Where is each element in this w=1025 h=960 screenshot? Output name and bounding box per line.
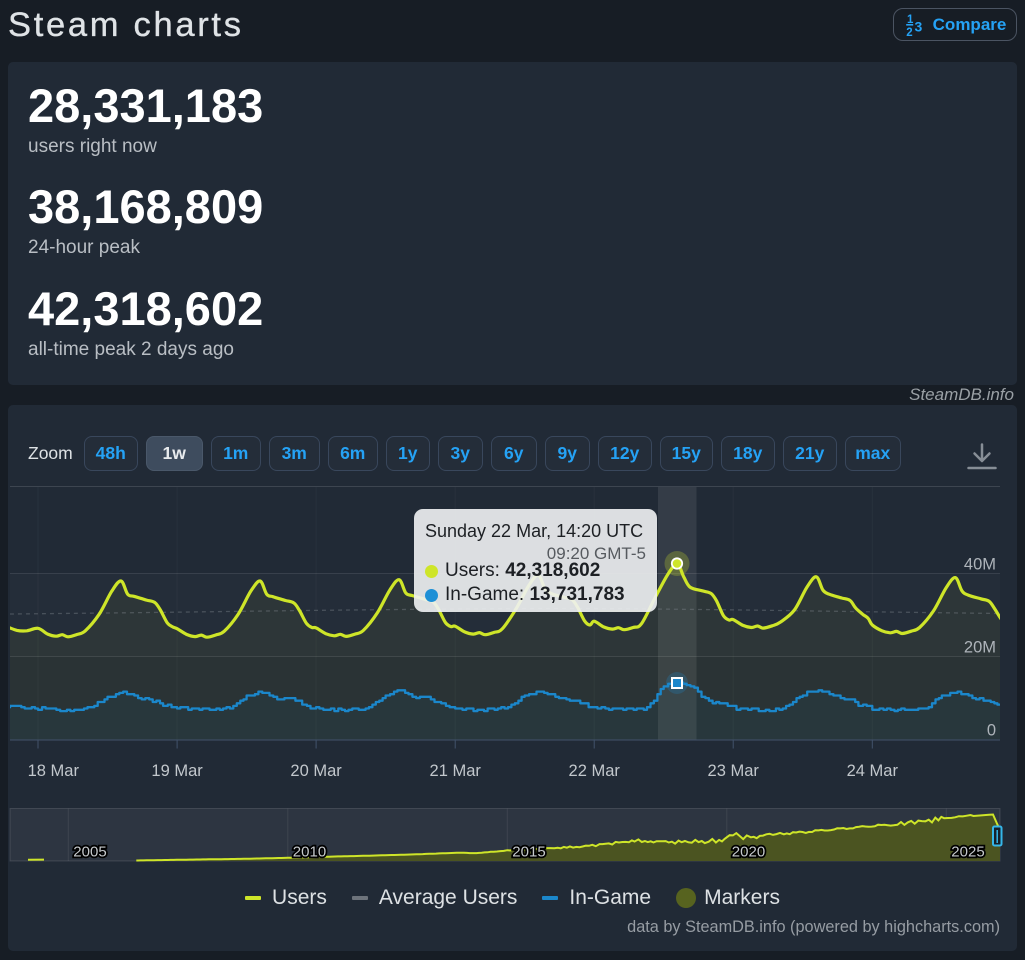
- svg-text:18 Mar: 18 Mar: [28, 762, 80, 780]
- svg-text:0: 0: [987, 722, 996, 740]
- svg-text:2005: 2005: [73, 844, 106, 861]
- svg-text:23 Mar: 23 Mar: [708, 762, 760, 780]
- svg-text:2025: 2025: [951, 844, 984, 861]
- svg-text:1: 1: [907, 14, 914, 26]
- svg-text:2015: 2015: [512, 844, 545, 861]
- svg-text:40M: 40M: [964, 556, 996, 574]
- svg-text:2: 2: [906, 27, 912, 37]
- svg-text:24 Mar: 24 Mar: [847, 762, 899, 780]
- svg-text:2020: 2020: [732, 844, 765, 861]
- svg-text:20M: 20M: [964, 639, 996, 657]
- svg-text:20 Mar: 20 Mar: [290, 762, 342, 780]
- svg-text:2010: 2010: [293, 844, 326, 861]
- svg-text:19 Mar: 19 Mar: [151, 762, 203, 780]
- svg-text:3: 3: [914, 18, 922, 34]
- svg-text:21 Mar: 21 Mar: [430, 762, 482, 780]
- svg-text:22 Mar: 22 Mar: [569, 762, 621, 780]
